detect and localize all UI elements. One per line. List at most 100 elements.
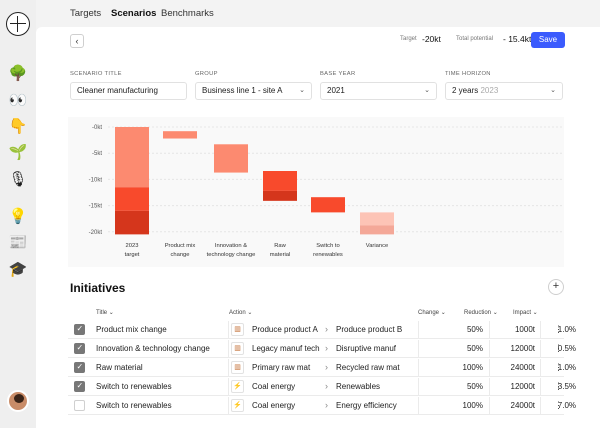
- tab-scenarios[interactable]: Scenarios: [111, 8, 157, 19]
- bar-segment[interactable]: [263, 171, 297, 191]
- group-select[interactable]: Business line 1 - site A ⌄: [195, 82, 312, 100]
- waterfall-chart: -0kt -5kt -10kt -15kt -20kt 2023 target Product…: [68, 117, 564, 267]
- row-checkbox[interactable]: [74, 362, 85, 373]
- y-tick-label: -20kt: [89, 230, 103, 236]
- tab-benchmarks[interactable]: Benchmarks: [161, 8, 214, 19]
- bolt-icon: ⚡: [231, 380, 244, 393]
- row-checkbox[interactable]: [74, 343, 85, 354]
- col-action[interactable]: Action ⌄: [229, 310, 253, 316]
- x-tick-label: Raw: [274, 243, 286, 249]
- more-options-icon[interactable]: ⋮: [554, 381, 563, 391]
- eyes-icon[interactable]: 👀: [8, 92, 28, 109]
- scenario-title-value: Cleaner manufacturing: [77, 86, 158, 95]
- scenario-title-input[interactable]: Cleaner manufacturing: [70, 82, 187, 100]
- back-button[interactable]: ‹: [70, 34, 84, 48]
- column-divider: [418, 321, 419, 339]
- bar-segment[interactable]: [115, 187, 149, 211]
- more-options-icon[interactable]: ⋮: [554, 400, 563, 410]
- more-options-icon[interactable]: ⋮: [554, 343, 563, 353]
- target-value: -20kt: [422, 34, 441, 44]
- bar-segment[interactable]: [360, 225, 394, 235]
- logo-globe-icon[interactable]: [6, 12, 30, 36]
- save-button[interactable]: Save: [531, 32, 565, 48]
- top-nav: Targets Scenarios Benchmarks: [36, 0, 600, 27]
- add-initiative-button[interactable]: +: [548, 279, 564, 295]
- bolt-icon: ⚡: [231, 399, 244, 412]
- chevron-right-icon: ›: [325, 400, 328, 410]
- table-row[interactable]: Product mix change ▥ Produce product A ›…: [68, 321, 576, 339]
- column-divider: [228, 321, 229, 339]
- column-divider: [540, 321, 541, 339]
- row-title: Raw material: [96, 363, 143, 372]
- chevron-down-icon: ⌄: [424, 87, 430, 94]
- chevron-down-icon: ⌄: [299, 87, 305, 94]
- time-horizon-select[interactable]: 2 years 2023 ⌄: [445, 82, 563, 100]
- row-checkbox[interactable]: [74, 381, 85, 392]
- table-row[interactable]: Raw material ▥ Primary raw mat › Recycle…: [68, 359, 576, 377]
- row-action-from: Coal energy: [252, 382, 296, 391]
- column-divider: [540, 397, 541, 415]
- table-row[interactable]: Innovation & technology change ▥ Legacy …: [68, 340, 576, 358]
- x-tick-label: 2023: [126, 243, 139, 249]
- base-year-value: 2021: [327, 86, 345, 95]
- col-reduction[interactable]: Reduction ⌄: [464, 310, 498, 316]
- row-action-to: Produce product B: [336, 325, 403, 334]
- row-action-from: Legacy manuf tech: [252, 344, 320, 353]
- column-divider: [418, 378, 419, 396]
- column-divider: [418, 397, 419, 415]
- chevron-right-icon: ›: [325, 381, 328, 391]
- document-icon[interactable]: 📰: [8, 234, 28, 251]
- microphone-icon[interactable]: 🎙: [8, 171, 28, 188]
- target-label: Target: [400, 36, 417, 42]
- row-checkbox[interactable]: [74, 324, 85, 335]
- potential-label: Total potential: [456, 36, 494, 42]
- potential-value: - 15.4kt: [503, 34, 532, 44]
- x-tick-label: renewables: [313, 252, 343, 258]
- row-action-to: Disruptive manuf: [336, 344, 397, 353]
- sidebar: 🌳 👀 👇 🌱 🎙 💡 📰 🎓: [0, 0, 36, 428]
- bar-segment[interactable]: [115, 127, 149, 188]
- table-row[interactable]: Switch to renewables ⚡ Coal energy › Ren…: [68, 378, 576, 396]
- more-options-icon[interactable]: ⋮: [554, 362, 563, 372]
- factory-icon: ▥: [231, 361, 244, 374]
- bar-segment[interactable]: [163, 131, 197, 139]
- seedling-icon[interactable]: 🌱: [8, 144, 28, 161]
- col-title[interactable]: Title ⌄: [96, 310, 114, 316]
- factory-icon: ▥: [231, 342, 244, 355]
- group-label: GROUP: [195, 71, 218, 77]
- lightbulb-icon[interactable]: 💡: [8, 208, 28, 225]
- bar-segment[interactable]: [263, 190, 297, 201]
- column-divider: [489, 340, 490, 358]
- graduation-cap-icon[interactable]: 🎓: [8, 261, 28, 278]
- initiatives-title: Initiatives: [70, 281, 126, 295]
- column-divider: [418, 359, 419, 377]
- more-options-icon[interactable]: ⋮: [554, 324, 563, 334]
- x-tick-label: target: [125, 252, 140, 258]
- factory-icon: ▥: [231, 323, 244, 336]
- chevron-right-icon: ›: [325, 343, 328, 353]
- group-value: Business line 1 - site A: [202, 86, 283, 95]
- column-divider: [489, 321, 490, 339]
- hand-icon[interactable]: 👇: [8, 118, 28, 135]
- time-horizon-label: TIME HORIZON: [445, 71, 491, 77]
- row-action-to: Energy efficiency: [336, 401, 397, 410]
- col-change[interactable]: Change ⌄: [418, 310, 446, 316]
- row-checkbox[interactable]: [74, 400, 85, 411]
- bar-segment[interactable]: [311, 197, 345, 213]
- y-tick-label: -0kt: [92, 125, 102, 131]
- bar-segment[interactable]: [214, 144, 248, 173]
- tab-targets[interactable]: Targets: [70, 8, 102, 19]
- chevron-left-icon: ‹: [75, 36, 79, 46]
- x-tick-label: Innovation &: [215, 243, 247, 249]
- row-impact: 3.5%: [557, 382, 576, 391]
- row-impact: 1.0%: [557, 325, 576, 334]
- column-divider: [489, 378, 490, 396]
- y-tick-label: -10kt: [89, 177, 103, 183]
- user-avatar[interactable]: [7, 390, 29, 412]
- col-impact[interactable]: Impact ⌄: [513, 310, 538, 316]
- bar-segment[interactable]: [360, 212, 394, 226]
- bar-segment[interactable]: [115, 210, 149, 235]
- base-year-select[interactable]: 2021 ⌄: [320, 82, 437, 100]
- table-row[interactable]: Switch to renewables ⚡ Coal energy › Ene…: [68, 397, 576, 415]
- tree-icon[interactable]: 🌳: [8, 65, 28, 82]
